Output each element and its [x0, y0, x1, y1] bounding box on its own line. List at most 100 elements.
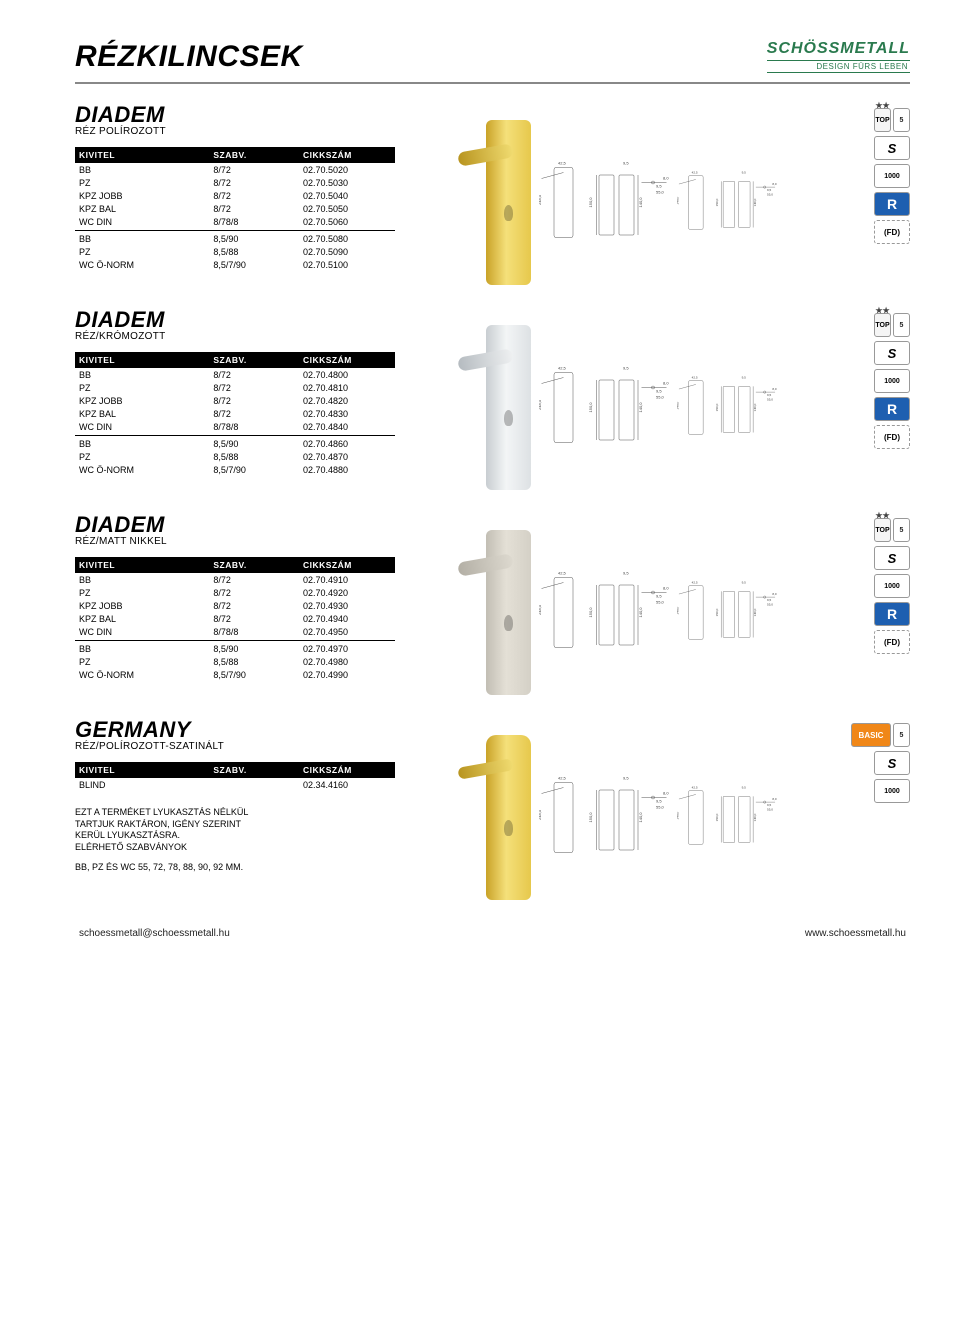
cell-cikkszam: 02.70.5060: [299, 215, 395, 230]
svg-text:150,0: 150,0: [715, 403, 719, 411]
table-row: WC Ö-NORM 8,5/7/90 02.70.4880: [75, 463, 395, 476]
table-header-row: KIVITEL SZABV. CIKKSZÁM: [75, 762, 395, 778]
cell-cikkszam: 02.70.4910: [299, 573, 395, 586]
badge-column: TOP 5 S 1000 R (FD): [868, 307, 910, 449]
cell-kivitel: WC Ö-NORM: [75, 258, 209, 271]
cell-szabv: 8/78/8: [209, 420, 299, 435]
cell-kivitel: WC DIN: [75, 420, 209, 435]
cell-kivitel: PZ: [75, 655, 209, 668]
product-finish: RÉZ/MATT NIKKEL: [75, 536, 395, 547]
badge-fd-icon: (FD): [874, 220, 910, 244]
table-row: BLIND 02.34.4160: [75, 778, 395, 791]
badge-r-icon: R: [874, 602, 910, 626]
footer-email: schoessmetall@schoessmetall.hu: [79, 928, 230, 939]
badge-s-icon: S: [874, 136, 910, 160]
col-cikkszam: CIKKSZÁM: [299, 352, 395, 368]
product-name: DIADEM: [75, 102, 395, 128]
cell-kivitel: WC Ö-NORM: [75, 668, 209, 681]
product-section: DIADEM RÉZ/MATT NIKKEL KIVITEL SZABV. CI…: [75, 512, 910, 695]
table-row: WC Ö-NORM 8,5/7/90 02.70.5100: [75, 258, 395, 271]
badge-r-icon: R: [874, 397, 910, 421]
col-szabv: SZABV.: [209, 352, 299, 368]
dimension-diagram-icon: 42,5 9,5 8,0 248,0 150,0 140,0 9,5 55,0: [677, 130, 777, 275]
badge-s-icon: S: [874, 341, 910, 365]
cell-cikkszam: 02.70.4810: [299, 381, 395, 394]
svg-text:55,0: 55,0: [767, 603, 773, 607]
cell-szabv: 8,5/90: [209, 230, 299, 245]
dimension-diagram-icon: 42,5 9,5 8,0 248,0 150,0 140,0 9,5 55,0: [539, 130, 669, 275]
logo-sub: DESIGN FÜRS LEBEN: [767, 60, 910, 73]
cell-szabv: 8/72: [209, 368, 299, 381]
svg-text:140,0: 140,0: [753, 813, 757, 821]
cell-szabv: 8/72: [209, 586, 299, 599]
dimension-diagram-icon: 42,5 9,5 8,0 248,0 150,0 140,0 9,5 55,0: [677, 335, 777, 480]
svg-text:248,0: 248,0: [677, 401, 680, 409]
table-row: BB 8/72 02.70.4910: [75, 573, 395, 586]
cell-szabv: 8,5/88: [209, 655, 299, 668]
badge-1000-icon: 1000: [874, 369, 910, 393]
svg-text:55,0: 55,0: [767, 193, 773, 197]
svg-text:9,5: 9,5: [742, 580, 747, 584]
page-footer: schoessmetall@schoessmetall.hu www.schoe…: [75, 928, 910, 939]
svg-text:55,0: 55,0: [656, 395, 665, 400]
svg-text:150,0: 150,0: [588, 607, 593, 618]
cell-szabv: 8/72: [209, 599, 299, 612]
cell-cikkszam: 02.70.4830: [299, 407, 395, 420]
cell-cikkszam: 02.70.5030: [299, 176, 395, 189]
svg-text:9,5: 9,5: [767, 393, 772, 397]
svg-text:248,0: 248,0: [539, 604, 542, 615]
svg-text:248,0: 248,0: [677, 196, 680, 204]
svg-text:8,0: 8,0: [663, 381, 669, 386]
svg-text:9,5: 9,5: [767, 188, 772, 192]
svg-text:9,5: 9,5: [656, 799, 662, 804]
svg-text:55,0: 55,0: [656, 805, 665, 810]
product-section: DIADEM RÉZ/KRÓMOZOTT KIVITEL SZABV. CIKK…: [75, 307, 910, 490]
svg-text:8,0: 8,0: [772, 387, 777, 391]
svg-text:140,0: 140,0: [753, 198, 757, 206]
cell-kivitel: KPZ BAL: [75, 202, 209, 215]
badge-1000-icon: 1000: [874, 574, 910, 598]
brand-logo: SCHÖSSMETALL DESIGN FÜRS LEBEN: [767, 40, 910, 73]
badge-5jahre-icon: 5: [893, 313, 910, 337]
badge-1000-icon: 1000: [874, 164, 910, 188]
cell-szabv: 8,5/88: [209, 245, 299, 258]
cell-cikkszam: 02.70.4970: [299, 640, 395, 655]
svg-text:9,5: 9,5: [623, 776, 629, 781]
cell-cikkszam: 02.70.4990: [299, 668, 395, 681]
cell-szabv: 8,5/90: [209, 435, 299, 450]
product-table: KIVITEL SZABV. CIKKSZÁM BB 8/72 02.70.48…: [75, 352, 395, 476]
svg-text:140,0: 140,0: [638, 812, 643, 823]
cell-szabv: 8/72: [209, 163, 299, 176]
cell-szabv: 8,5/90: [209, 640, 299, 655]
dimension-diagram-icon: 42,5 9,5 8,0 248,0 150,0 140,0 9,5 55,0: [539, 540, 669, 685]
svg-text:9,5: 9,5: [742, 785, 747, 789]
table-row: PZ 8,5/88 02.70.5090: [75, 245, 395, 258]
cell-cikkszam: 02.70.4880: [299, 463, 395, 476]
cell-szabv: 8/78/8: [209, 215, 299, 230]
logo-main: SCHÖSSMETALL: [767, 40, 910, 58]
cell-cikkszam: 02.70.4820: [299, 394, 395, 407]
cell-cikkszam: 02.70.4800: [299, 368, 395, 381]
cell-cikkszam: 02.34.4160: [299, 778, 395, 791]
cell-cikkszam: 02.70.5080: [299, 230, 395, 245]
svg-text:150,0: 150,0: [588, 402, 593, 413]
col-kivitel: KIVITEL: [75, 557, 209, 573]
table-row: KPZ BAL 8/72 02.70.4830: [75, 407, 395, 420]
badge-column: BASIC 5 S 1000: [868, 717, 910, 803]
handle-photo-icon: [486, 325, 531, 490]
product-table: KIVITEL SZABV. CIKKSZÁM BLIND 02.34.4160: [75, 762, 395, 791]
svg-text:150,0: 150,0: [588, 197, 593, 208]
badge-top-icon: TOP: [874, 518, 891, 542]
handle-photo-icon: [486, 530, 531, 695]
cell-kivitel: WC DIN: [75, 625, 209, 640]
cell-szabv: 8/72: [209, 394, 299, 407]
svg-text:42,5: 42,5: [558, 571, 567, 576]
cell-szabv: 8/72: [209, 176, 299, 189]
cell-cikkszam: 02.70.4980: [299, 655, 395, 668]
svg-text:9,5: 9,5: [623, 161, 629, 166]
table-row: KPZ JOBB 8/72 02.70.5040: [75, 189, 395, 202]
svg-text:150,0: 150,0: [715, 198, 719, 206]
cell-kivitel: KPZ JOBB: [75, 189, 209, 202]
product-images: 42,5 9,5 8,0 248,0 150,0 140,0 9,5 55,0 …: [407, 102, 856, 285]
handle-photo-icon: [486, 735, 531, 900]
